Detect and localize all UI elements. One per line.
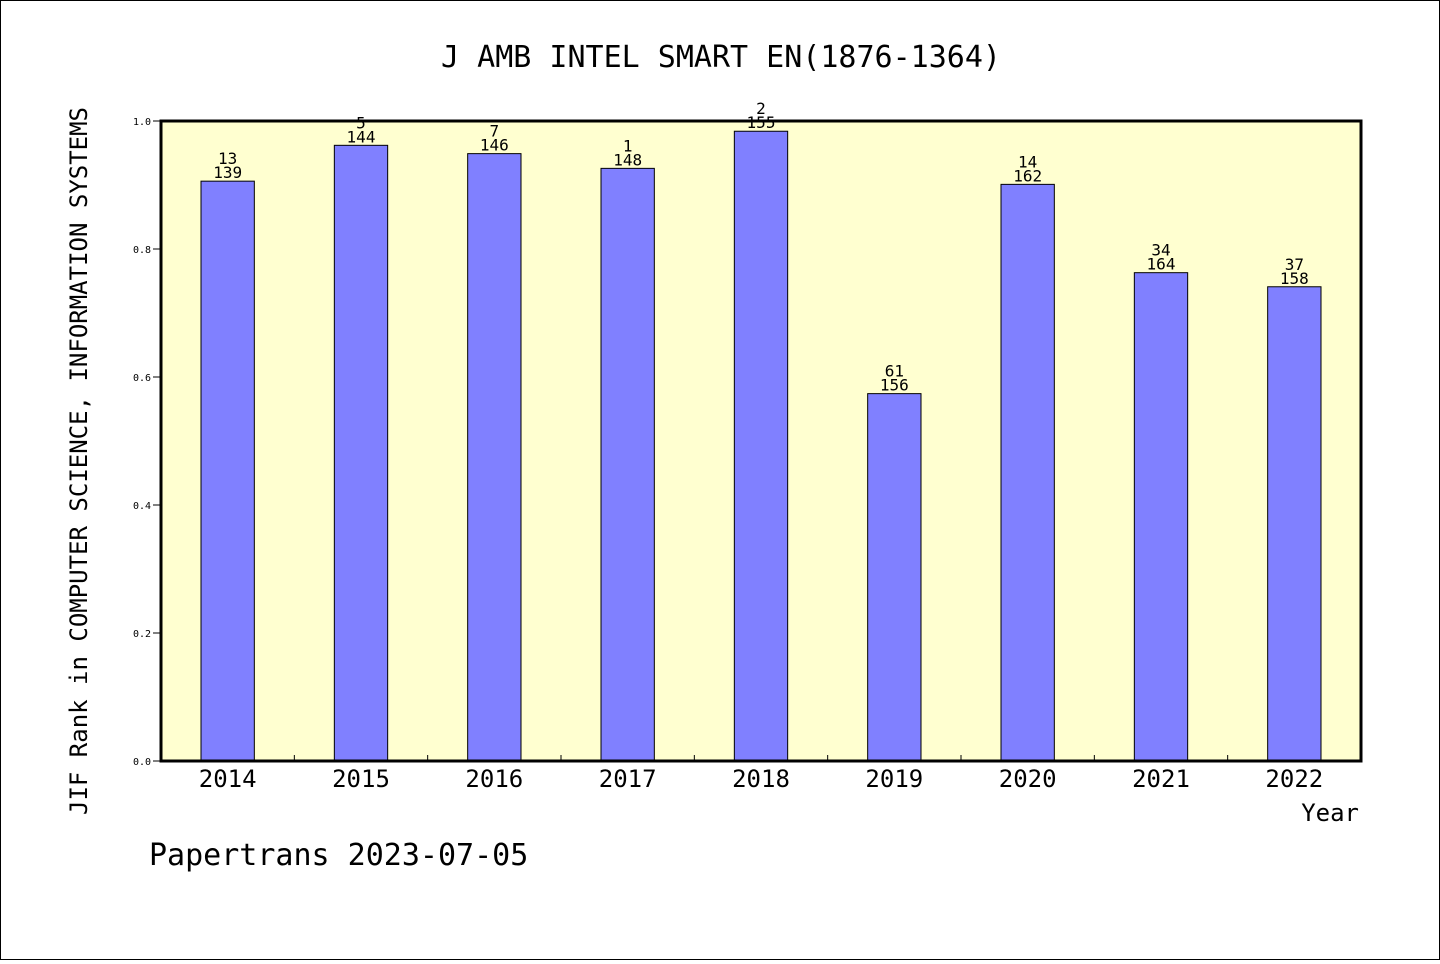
x-tick-label-2015: 2015 (332, 765, 390, 793)
bar-total-label-2019: 156 (880, 376, 909, 395)
x-tick-label-2022: 2022 (1265, 765, 1323, 793)
bar-total-label-2022: 158 (1280, 269, 1309, 288)
chart-title: J AMB INTEL SMART EN(1876-1364) (441, 40, 1001, 75)
bar-total-label-2018: 155 (747, 113, 776, 132)
y-axis-label: JIF Rank in COMPUTER SCIENCE, INFORMATIO… (65, 107, 93, 815)
bar-total-label-2015: 144 (347, 127, 376, 146)
y-tick-label-0.4: 0.4 (133, 501, 151, 512)
y-axis-ticks: 0.0 0.2 0.4 0.6 0.8 1.0 (133, 117, 161, 768)
bar-rank-label-2015: 5 (356, 113, 366, 132)
plot-border (159, 119, 1363, 763)
bar-rank-label-2016: 7 (490, 122, 500, 141)
bar-2015 (333, 144, 389, 762)
bar-rank-label-2021: 34 (1151, 241, 1170, 260)
x-axis-ticks: 2014 2015 2016 2017 2018 2019 2020 2021 2022 (199, 755, 1323, 793)
y-tick-label-0.8: 0.8 (133, 245, 151, 256)
bar-2020 (1000, 183, 1055, 762)
y-tick-label-0.0: 0.0 (133, 757, 151, 768)
bar-total-label-2020: 162 (1013, 166, 1042, 185)
bar-2018 (733, 130, 789, 762)
bar-total-label-2021: 164 (1147, 255, 1176, 274)
bars-group (200, 130, 1322, 762)
bar-total-label-2014: 139 (213, 163, 242, 182)
bar-rank-label-2018: 2 (756, 99, 766, 118)
bar-rank-label-2022: 37 (1285, 255, 1304, 274)
bar-rank-label-2019: 61 (885, 362, 904, 381)
x-tick-label-2021: 2021 (1132, 765, 1190, 793)
bar-2022 (1267, 286, 1322, 762)
bar-2016 (467, 153, 522, 762)
bar-total-label-2016: 146 (480, 136, 509, 155)
x-tick-label-2020: 2020 (999, 765, 1057, 793)
y-tick-label-1.0: 1.0 (133, 117, 151, 128)
bar-2021 (1133, 272, 1189, 762)
x-tick-label-2019: 2019 (865, 765, 923, 793)
bar-rank-label-2017: 1 (623, 136, 633, 155)
x-tick-label-2017: 2017 (599, 765, 657, 793)
footer-date: Papertrans 2023-07-05 (149, 838, 528, 873)
x-tick-label-2018: 2018 (732, 765, 790, 793)
x-tick-label-2016: 2016 (465, 765, 523, 793)
bar-total-label-2017: 148 (613, 150, 642, 169)
x-tick-label-2014: 2014 (199, 765, 257, 793)
y-tick-label-0.6: 0.6 (133, 373, 151, 384)
y-tick-label-0.2: 0.2 (133, 629, 151, 640)
bar-2014 (200, 180, 255, 762)
bar-rank-label-2014: 13 (218, 149, 237, 168)
bar-rank-label-2020: 14 (1018, 152, 1037, 171)
bar-2019 (867, 393, 922, 762)
x-axis-label: Year (1301, 799, 1359, 827)
bar-2017 (600, 167, 655, 762)
